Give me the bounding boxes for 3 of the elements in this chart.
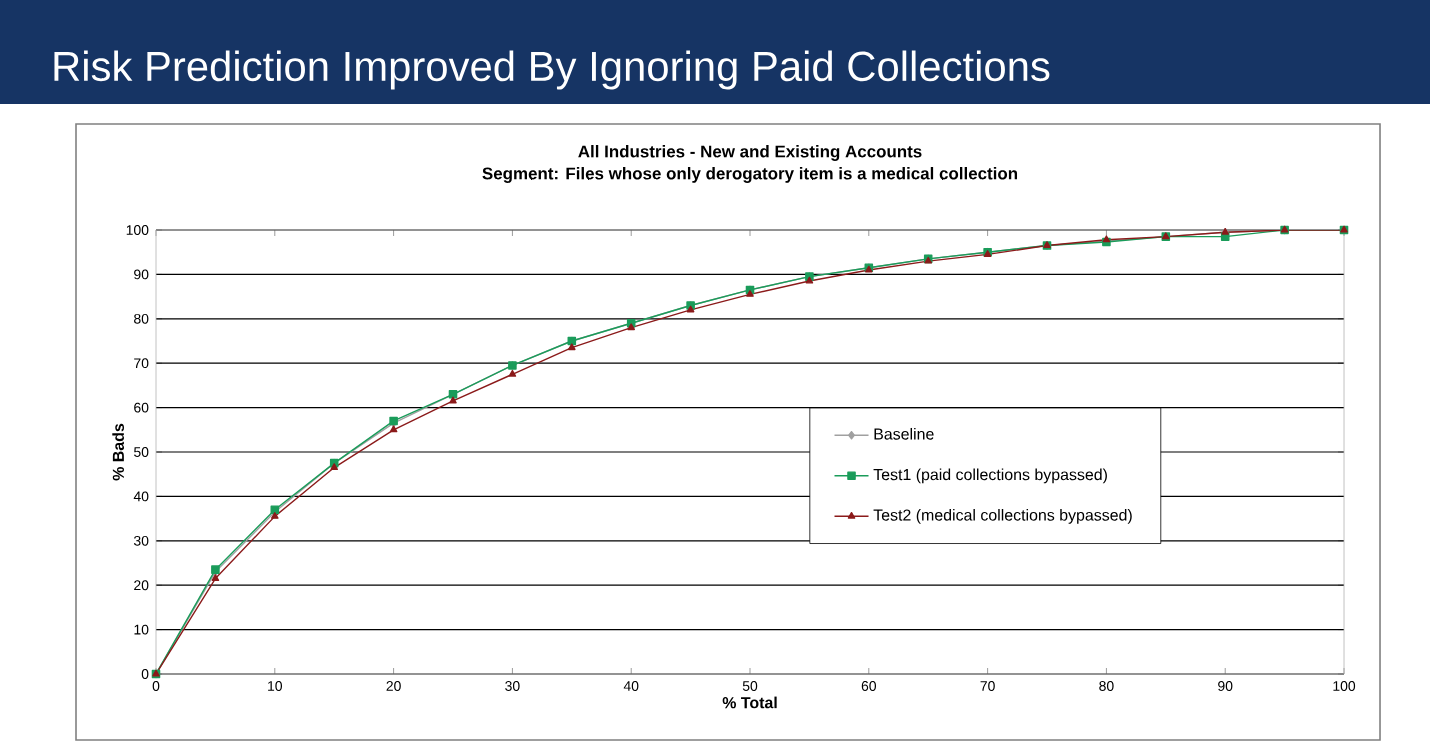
chart-title: Risk Prediction Improved By Ignoring Paid Collections	[54, 50, 1050, 90]
chart-subtitle: All Industries - New and Existing Accounts	[578, 145, 922, 161]
text: Segment: Files whose only derogatory item is a medical collection	[482, 167, 1018, 183]
